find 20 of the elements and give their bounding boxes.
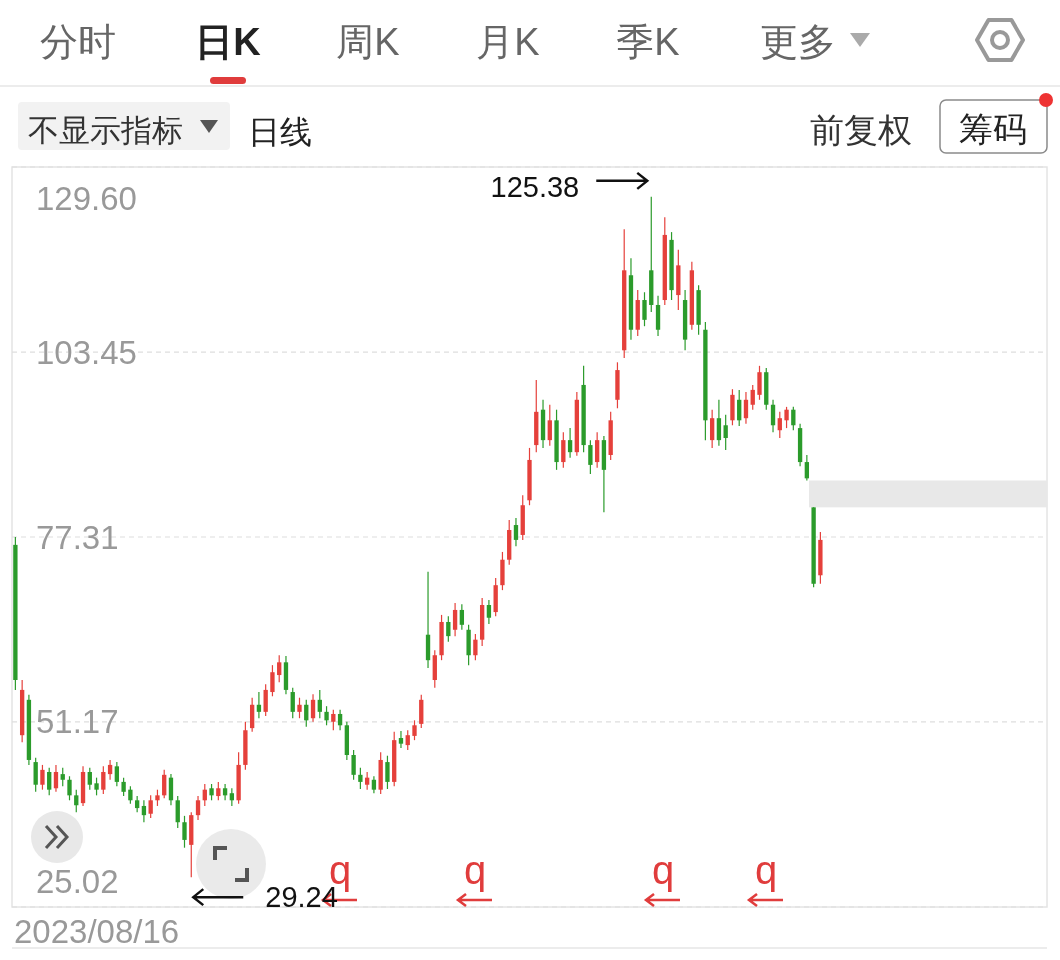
y-tick-label: 51.17 [36, 703, 119, 741]
text: 周K [336, 21, 400, 63]
text: 日线 [248, 114, 312, 150]
text: 季K [616, 21, 680, 63]
text: 日K [195, 21, 262, 63]
annotation: q [754, 848, 778, 892]
text: 更多 [760, 21, 836, 63]
text: 2023/08/16 [14, 913, 180, 950]
y-tick-label: 25.02 [36, 863, 119, 900]
annotation: q [463, 848, 487, 892]
text: 不显示指标 [28, 113, 183, 148]
text: 分时 [40, 21, 116, 63]
y-tick-label: 77.31 [36, 518, 119, 556]
text: 月K [476, 21, 540, 63]
annotation: 125.38 [490, 170, 580, 203]
y-tick-label: 103.45 [36, 333, 137, 371]
y-tick-label: 129.60 [36, 180, 137, 217]
text: 前复权 [810, 111, 912, 149]
annotation: q [651, 848, 675, 892]
text: 筹码 [959, 110, 1027, 148]
